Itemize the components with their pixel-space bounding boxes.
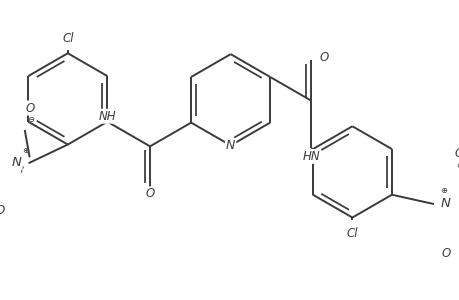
Text: N: N	[225, 139, 235, 152]
Text: NH: NH	[98, 110, 116, 123]
Text: O: O	[0, 204, 5, 217]
Text: O: O	[454, 147, 459, 160]
Text: ⊖: ⊖	[455, 161, 459, 170]
Text: HN: HN	[302, 150, 319, 163]
Text: ⊕: ⊕	[440, 186, 447, 195]
Text: O: O	[145, 187, 154, 200]
Text: Cl: Cl	[346, 226, 358, 240]
Text: N: N	[440, 197, 450, 210]
Text: O: O	[440, 247, 449, 260]
Text: N: N	[12, 156, 22, 169]
Text: ⊕: ⊕	[22, 146, 29, 154]
Text: ⊖: ⊖	[27, 116, 34, 124]
Text: O: O	[26, 101, 35, 115]
Text: Cl: Cl	[62, 32, 73, 45]
Text: O: O	[319, 51, 328, 64]
